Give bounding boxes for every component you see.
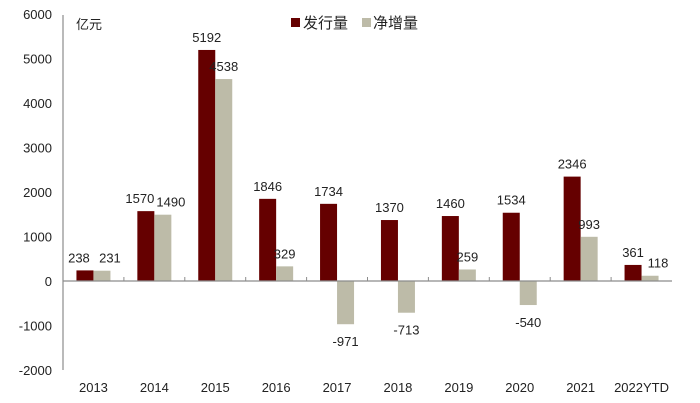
bar-net-increase — [154, 214, 172, 281]
data-label: 4538 — [209, 59, 238, 74]
bar-issuance — [76, 270, 94, 281]
data-label: 1460 — [436, 196, 465, 211]
bar-issuance — [137, 211, 155, 281]
bar-net-increase — [93, 270, 111, 281]
y-axis-ticks: -2000 -1000 0 1000 2000 3000 4000 5000 6000 — [19, 7, 52, 378]
bar-issuance — [563, 176, 581, 281]
y-tick-label: 2000 — [23, 185, 52, 200]
data-label: 231 — [99, 251, 121, 266]
bar-net-increase — [337, 281, 355, 325]
bar-issuance — [380, 220, 398, 281]
y-tick-label: 5000 — [23, 52, 52, 67]
data-label: 993 — [578, 217, 600, 232]
bar-net-increase — [215, 79, 233, 282]
bar-issuance — [320, 203, 338, 281]
x-tick-label: 2018 — [383, 380, 412, 395]
unit-label: 亿元 — [76, 17, 102, 32]
x-tick-label: 2016 — [262, 380, 291, 395]
legend: 发行量 净增量 — [291, 15, 418, 32]
data-label: 1534 — [497, 193, 526, 208]
y-tick-label: 0 — [45, 274, 52, 289]
bar-issuance — [502, 212, 520, 281]
data-label: 1570 — [125, 191, 154, 206]
legend-label-net-increase: 净增量 — [373, 15, 418, 32]
data-label: -713 — [393, 323, 419, 338]
x-tick-label: 2013 — [79, 380, 108, 395]
bar-issuance — [259, 198, 277, 281]
bar-issuance — [441, 216, 459, 281]
data-label: 2346 — [558, 157, 587, 172]
y-tick-label: 6000 — [23, 7, 52, 22]
legend-label-issuance: 发行量 — [303, 15, 348, 32]
bar-net-increase — [519, 281, 537, 306]
legend-swatch-issuance — [291, 18, 300, 27]
x-tick-label: 2019 — [444, 380, 473, 395]
data-labels: 238 231 1570 1490 5192 4538 1846 329 1734 -971 137… — [68, 30, 668, 349]
y-tick-label: 3000 — [23, 141, 52, 156]
data-label: 5192 — [192, 30, 221, 45]
y-tick-label: -2000 — [19, 363, 52, 378]
bar-net-increase — [641, 275, 659, 281]
x-tick-label: 2015 — [201, 380, 230, 395]
data-label: 118 — [648, 256, 669, 271]
bar-net-increase — [458, 269, 476, 281]
bar-issuance — [198, 49, 216, 282]
data-label: 1490 — [156, 195, 185, 210]
y-tick-label: 4000 — [23, 96, 52, 111]
y-tick-label: -1000 — [19, 319, 52, 334]
bar-net-increase — [580, 236, 598, 281]
data-label: 329 — [274, 246, 296, 261]
x-tick-label: 2022YTD — [614, 380, 669, 395]
data-label: 238 — [68, 250, 90, 265]
x-tick-label: 2021 — [566, 380, 595, 395]
x-axis-ticks: 2013 2014 2015 2016 2017 2018 2019 2020 2021 2022… — [79, 277, 669, 395]
data-label: 259 — [456, 249, 478, 264]
data-label: 1734 — [314, 184, 343, 199]
data-label: -540 — [515, 315, 541, 330]
y-tick-label: 1000 — [23, 230, 52, 245]
x-tick-label: 2014 — [140, 380, 169, 395]
x-tick-label: 2020 — [505, 380, 534, 395]
data-label: 1846 — [253, 179, 282, 194]
legend-swatch-net-increase — [362, 18, 371, 27]
x-tick-label: 2017 — [323, 380, 352, 395]
bars — [76, 49, 659, 325]
data-label: 1370 — [375, 200, 404, 215]
bar-net-increase — [397, 281, 415, 313]
data-label: 361 — [622, 245, 644, 260]
bar-issuance — [624, 264, 642, 281]
bar-net-increase — [276, 266, 294, 281]
data-label: -971 — [333, 334, 359, 349]
